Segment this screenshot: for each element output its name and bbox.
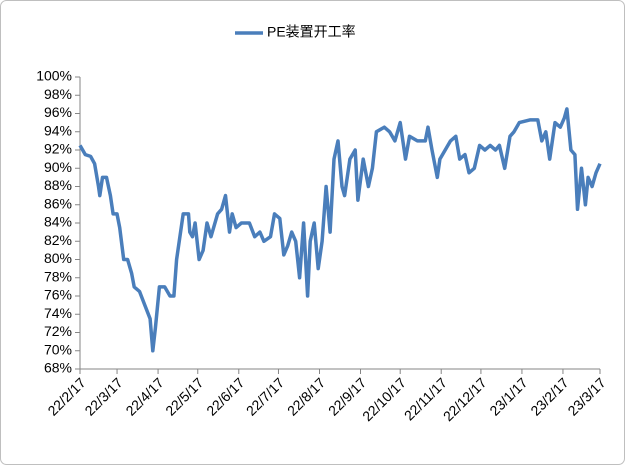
y-tick-label: 78% bbox=[44, 268, 72, 284]
y-tick-label: 86% bbox=[44, 195, 72, 211]
y-tick-label: 82% bbox=[44, 232, 72, 248]
series-line bbox=[78, 107, 602, 353]
y-tick-label: 88% bbox=[44, 177, 72, 193]
y-tick-label: 98% bbox=[44, 86, 72, 102]
y-tick-label: 100% bbox=[36, 68, 72, 84]
y-tick-label: 74% bbox=[44, 305, 72, 321]
legend-label: PE装置开工率 bbox=[267, 24, 356, 40]
y-tick-label: 94% bbox=[44, 122, 72, 138]
y-tick-label: 84% bbox=[44, 214, 72, 230]
y-tick-label: 90% bbox=[44, 159, 72, 175]
y-tick-label: 68% bbox=[44, 360, 72, 376]
y-tick-label: 92% bbox=[44, 141, 72, 157]
y-tick-label: 72% bbox=[44, 323, 72, 339]
y-tick-label: 76% bbox=[44, 287, 72, 303]
y-tick-label: 80% bbox=[44, 250, 72, 266]
y-tick-label: 70% bbox=[44, 341, 72, 357]
y-tick-label: 96% bbox=[44, 104, 72, 120]
